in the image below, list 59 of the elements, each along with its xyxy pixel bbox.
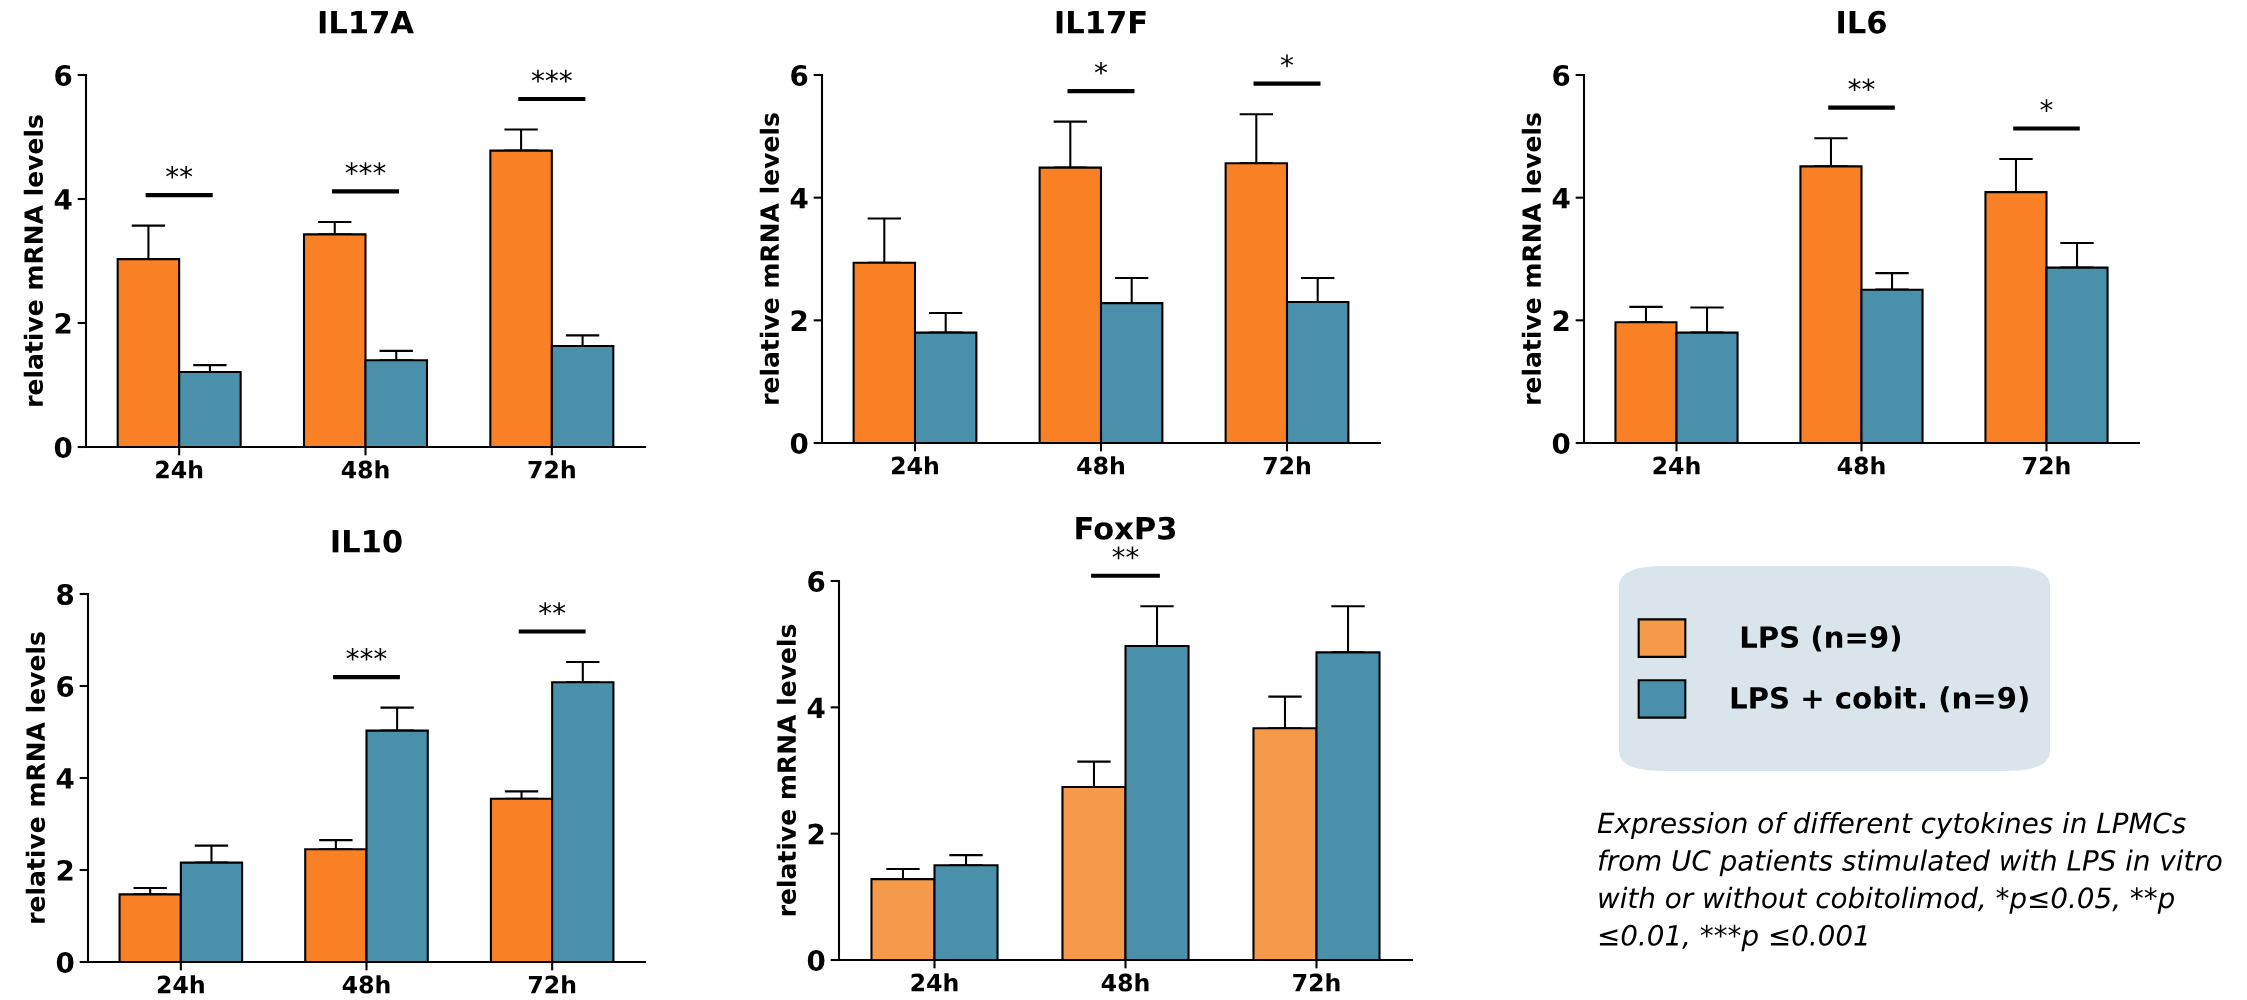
x-tick-label: 48h <box>1101 973 1149 992</box>
x-tick-label: 24h <box>156 460 203 479</box>
y-tick-label: 0 <box>790 432 808 454</box>
y-axis-title: relative mRNA levels <box>25 632 46 923</box>
y-tick-label: 0 <box>807 949 825 971</box>
chart-title: FoxP3 <box>1076 516 1176 540</box>
y-tick-label: 4 <box>1552 187 1570 209</box>
x-tick-label: 72h <box>1293 973 1340 992</box>
chart-title: IL17A <box>319 11 414 34</box>
y-tick-label: 8 <box>57 583 74 605</box>
y-tick-label: 4 <box>56 768 74 789</box>
y-tick-label: 0 <box>1552 432 1570 454</box>
x-tick-label: 24h <box>1653 456 1700 475</box>
x-tick-label: 48h <box>342 975 390 994</box>
annotation: ** <box>166 165 193 179</box>
text: Expression of different cytokines in LPMCs from UC patients stimulated with LPS in vitro with or without cobitolimod, *p≤0.05, **p ≤0.01, ***p ≤0.001 <box>1597 812 2222 952</box>
y-tick-label: 6 <box>1553 64 1570 86</box>
chart-title: IL10 <box>332 529 402 553</box>
x-tick-label: 48h <box>1837 456 1885 475</box>
y-axis-title: relative mRNA levels <box>1521 113 1542 404</box>
x-tick-label: 72h <box>2023 456 2070 475</box>
y-tick-label: 6 <box>55 64 72 86</box>
annotation: *** <box>346 647 387 661</box>
text: * <box>1280 54 1294 68</box>
y-tick-label: 6 <box>808 570 825 592</box>
chart-title: IL17F <box>1056 11 1146 34</box>
legend-label: LPS + cobit. (n=9) <box>1731 686 2028 713</box>
legend-label: LPS (n=9) <box>1741 625 1901 652</box>
x-tick-label: 24h <box>911 973 958 992</box>
y-tick-label: 2 <box>808 823 824 845</box>
annotation: *** <box>345 162 386 175</box>
x-tick-label: 48h <box>341 460 389 479</box>
annotation: ** <box>1848 78 1875 92</box>
x-tick-label: 24h <box>157 975 204 994</box>
y-tick-label: 2 <box>57 859 73 881</box>
y-tick-label: 4 <box>790 187 808 209</box>
text: * <box>1094 61 1108 75</box>
text: ** <box>1112 546 1139 560</box>
y-tick-label: 4 <box>54 189 72 210</box>
annotation: ** <box>539 602 566 616</box>
chart-title: IL6 <box>1838 10 1886 34</box>
x-tick-label: 48h <box>1077 456 1124 475</box>
y-tick-label: 6 <box>57 675 74 697</box>
y-tick-label: 2 <box>55 312 71 334</box>
x-tick-label: 24h <box>892 456 938 475</box>
y-axis-title: relative mRNA levels <box>759 113 780 404</box>
annotation: *** <box>531 69 572 83</box>
y-tick-label: 4 <box>807 697 825 718</box>
y-axis-title: relative mRNA levels <box>776 624 797 916</box>
y-axis-title: relative mRNA levels <box>23 115 44 406</box>
y-tick-label: 0 <box>56 951 74 973</box>
y-tick-label: 2 <box>1553 310 1569 331</box>
x-tick-label: 72h <box>528 975 576 994</box>
annotation: * <box>2040 99 2053 112</box>
x-tick-label: 72h <box>528 460 575 479</box>
y-tick-label: 6 <box>791 64 808 86</box>
y-tick-label: 0 <box>54 436 72 458</box>
y-tick-label: 2 <box>791 310 807 331</box>
x-tick-label: 72h <box>1263 456 1310 475</box>
